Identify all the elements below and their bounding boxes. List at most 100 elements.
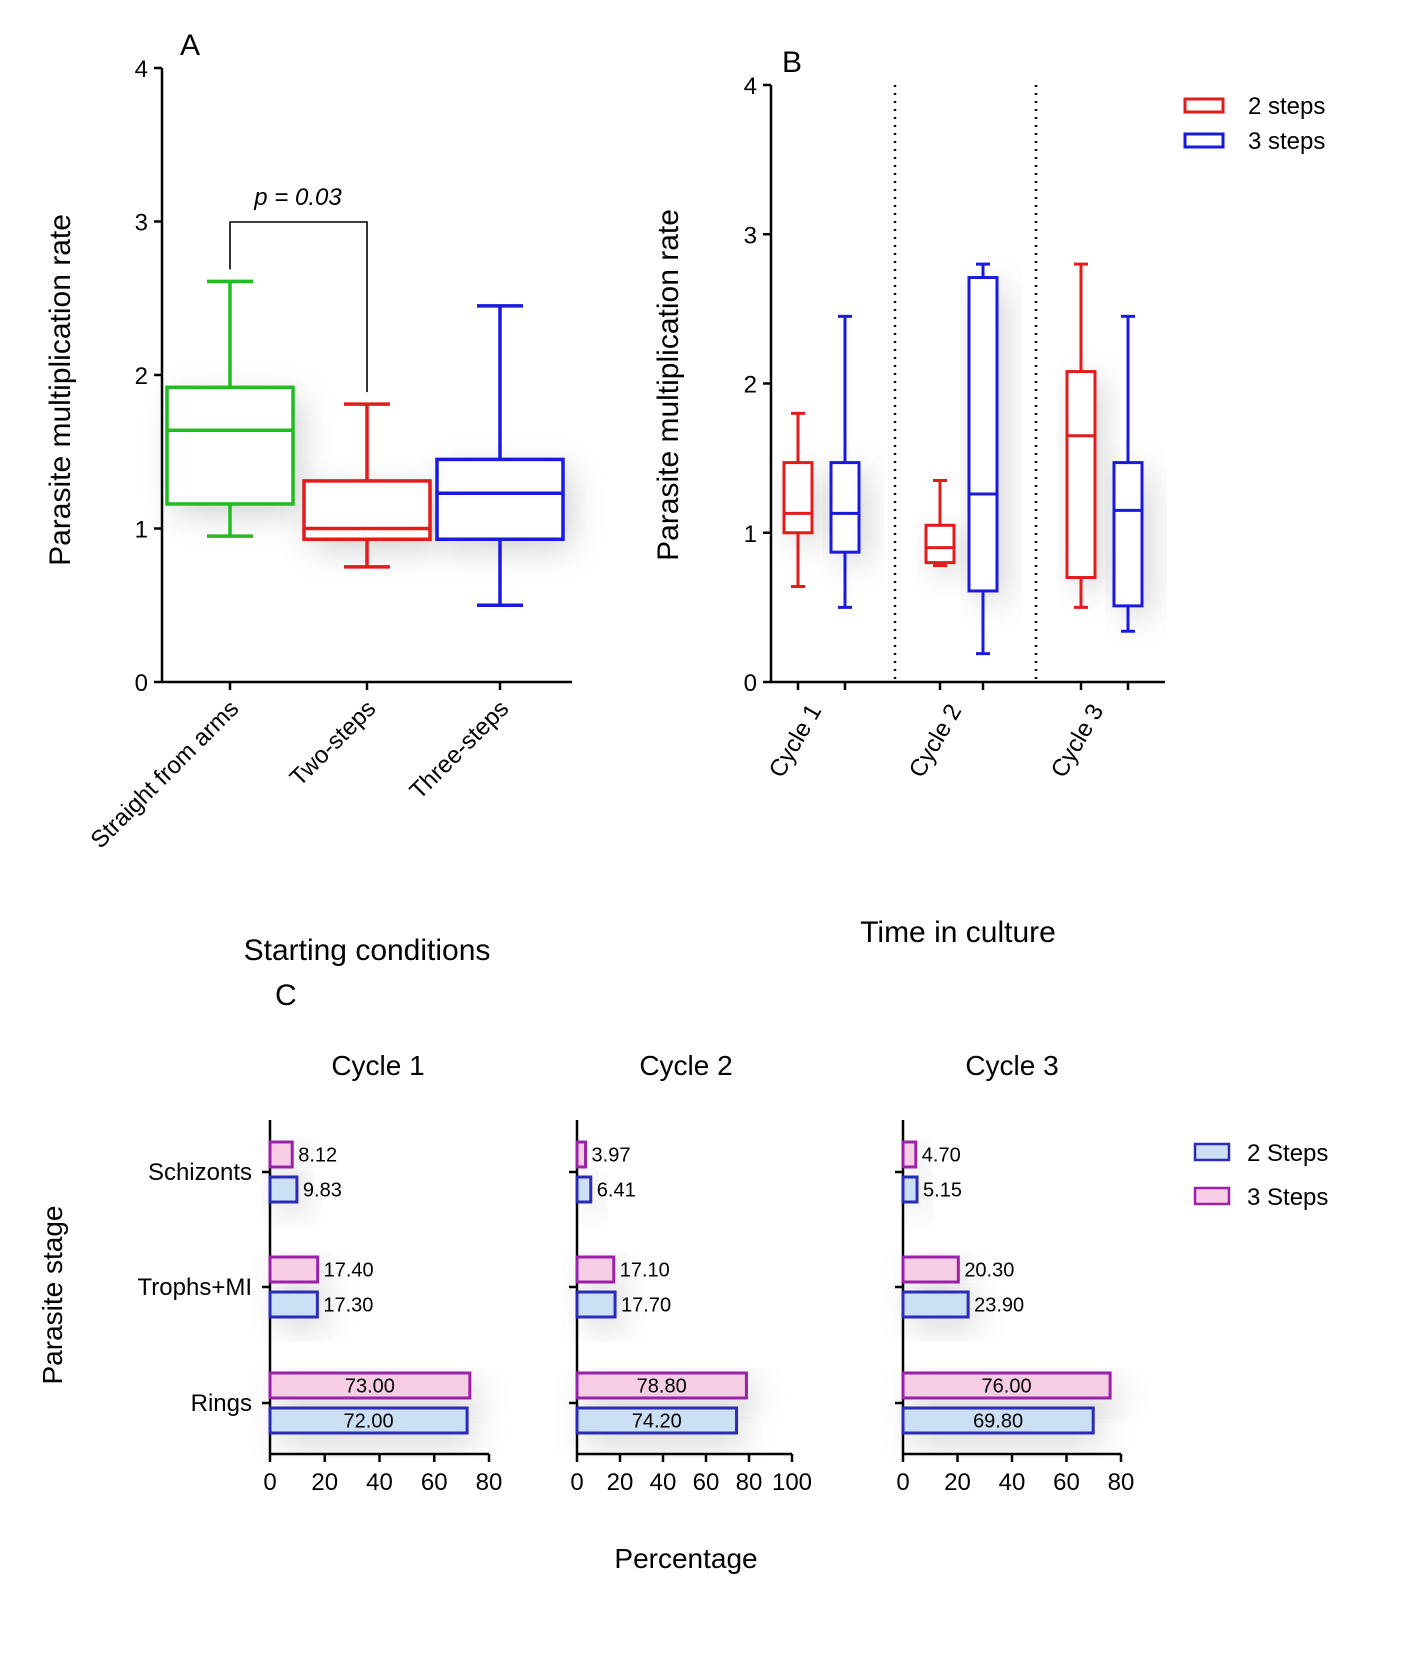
y-tick-label: 3 [135, 210, 148, 237]
panel-b: B 0 1 2 3 4 Cycle 1 Cycle 2 Cycle 3 2 steps 3 step… [652, 46, 1325, 949]
x-tick-label: 60 [1053, 1469, 1080, 1496]
bar-2-steps-2 [901, 1406, 1095, 1435]
y-tick-label: 4 [135, 56, 148, 83]
bar-2-steps-1 [268, 1290, 319, 1319]
x-tick-label: 100 [772, 1469, 812, 1496]
legend-swatch [1193, 1142, 1231, 1162]
x-tick-label: 80 [736, 1469, 763, 1496]
y-axis-label: Parasite multiplication rate [652, 209, 685, 561]
bar-value-label: 69.80 [973, 1411, 1023, 1433]
x-tick-label: 20 [311, 1469, 338, 1496]
y-tick-label: 1 [135, 517, 148, 544]
x-tick-label: Cycle 3 [1046, 700, 1109, 783]
bar-3-steps-0 [268, 1140, 294, 1169]
subplot-0: Cycle 1 0 20 40 60 80 8.12 17.40 73.00 9.83 17.30 7… [262, 1050, 502, 1496]
significance-bracket [229, 221, 368, 393]
x-tick-label: 20 [944, 1469, 971, 1496]
x-tick-label: Cycle 1 [764, 700, 827, 783]
panel-a: A 0 1 2 3 4 Straight from arms Two-steps Three-s… [44, 29, 572, 967]
y-tick-label: Trophs+MI [138, 1274, 252, 1301]
bar-2-steps-2 [575, 1406, 739, 1435]
bar-value-label: 78.80 [637, 1376, 687, 1398]
x-axis-label: Time in culture [860, 916, 1056, 949]
x-tick-label: 0 [263, 1469, 276, 1496]
legend-label: 2 steps [1248, 93, 1325, 120]
bar-value-label: 76.00 [982, 1376, 1032, 1398]
y-tick-label: Schizonts [148, 1159, 252, 1186]
x-tick-label: Three-steps [405, 695, 515, 805]
legend-label: 3 steps [1248, 128, 1325, 155]
x-tick-label: Cycle 2 [904, 700, 967, 783]
x-tick-label: Two-steps [285, 695, 381, 791]
bar-value-label: 3.97 [592, 1145, 631, 1167]
box-0-box [165, 385, 295, 506]
bar-2-steps-0 [901, 1175, 919, 1204]
bar-value-label: 4.70 [922, 1145, 961, 1167]
y-tick-label: 0 [135, 670, 148, 697]
y-tick-label: 1 [744, 521, 757, 548]
box-1-1-box [967, 276, 999, 593]
box-0-0-box [782, 461, 814, 535]
x-tick-label: 0 [570, 1469, 583, 1496]
bar-value-label: 73.00 [345, 1376, 395, 1398]
box-1-2-box [1112, 461, 1144, 608]
bar-value-label: 17.40 [324, 1260, 374, 1282]
legend-swatch [1183, 97, 1225, 114]
y-tick-label: 2 [744, 372, 757, 399]
subplot-title: Cycle 1 [331, 1050, 424, 1081]
bar-3-steps-2 [575, 1371, 748, 1400]
bar-value-label: 17.30 [323, 1295, 373, 1317]
y-axis-label: Parasite multiplication rate [44, 214, 77, 566]
subplot-1: Cycle 2 0 20 40 60 80 100 3.97 17.10 78.80 6.41 17.… [569, 1050, 812, 1496]
y-tick-label: Rings [191, 1390, 252, 1417]
x-tick-label: Straight from arms [86, 695, 245, 854]
panel-label: B [782, 46, 802, 79]
panel-label: A [180, 29, 200, 62]
panel-label: C [275, 979, 297, 1012]
bar-value-label: 20.30 [964, 1260, 1014, 1282]
x-tick-label: 20 [607, 1469, 634, 1496]
subplot-title: Cycle 2 [639, 1050, 732, 1081]
x-axis-label: Percentage [614, 1543, 757, 1574]
bar-2-steps-1 [901, 1290, 970, 1319]
bar-2-steps-0 [268, 1175, 299, 1204]
bar-2-steps-0 [575, 1175, 593, 1204]
box-1-0-box [829, 461, 861, 554]
bar-2-steps-1 [575, 1290, 617, 1319]
bar-value-label: 5.15 [923, 1180, 962, 1202]
bar-value-label: 23.90 [974, 1295, 1024, 1317]
bar-value-label: 8.12 [298, 1145, 337, 1167]
box-2-box [435, 457, 565, 541]
x-tick-label: 40 [650, 1469, 677, 1496]
box-0-2-box [1065, 370, 1097, 580]
bar-3-steps-1 [901, 1255, 960, 1284]
y-axis-label: Parasite stage [37, 1206, 68, 1385]
bar-3-steps-1 [575, 1255, 616, 1284]
bar-value-label: 9.83 [303, 1180, 342, 1202]
bar-value-label: 6.41 [597, 1180, 636, 1202]
legend-swatch [1183, 132, 1225, 149]
x-tick-label: 80 [1108, 1469, 1135, 1496]
bar-3-steps-2 [268, 1371, 472, 1400]
y-tick-label: 4 [744, 73, 757, 100]
x-tick-label: 60 [693, 1469, 720, 1496]
x-tick-label: 40 [366, 1469, 393, 1496]
bar-3-steps-1 [268, 1255, 320, 1284]
x-tick-label: 40 [999, 1469, 1026, 1496]
p-value-annotation: p = 0.03 [253, 184, 342, 211]
x-axis-label: Starting conditions [244, 934, 491, 967]
y-tick-label: 0 [744, 670, 757, 697]
bar-2-steps-2 [268, 1406, 469, 1435]
bar-value-label: 72.00 [344, 1411, 394, 1433]
box-0-1-box [924, 523, 956, 565]
box-1-box [302, 479, 432, 541]
x-tick-label: 80 [476, 1469, 503, 1496]
y-tick-label: 3 [744, 222, 757, 249]
panel-c: C Cycle 1 0 20 40 60 80 8.12 17.40 73.00 9.83 17.30… [37, 979, 1328, 1574]
legend-label: 2 Steps [1247, 1140, 1328, 1167]
x-tick-label: 60 [421, 1469, 448, 1496]
x-tick-label: 0 [896, 1469, 909, 1496]
legend-swatch [1193, 1186, 1231, 1206]
y-tick-label: 2 [135, 363, 148, 390]
